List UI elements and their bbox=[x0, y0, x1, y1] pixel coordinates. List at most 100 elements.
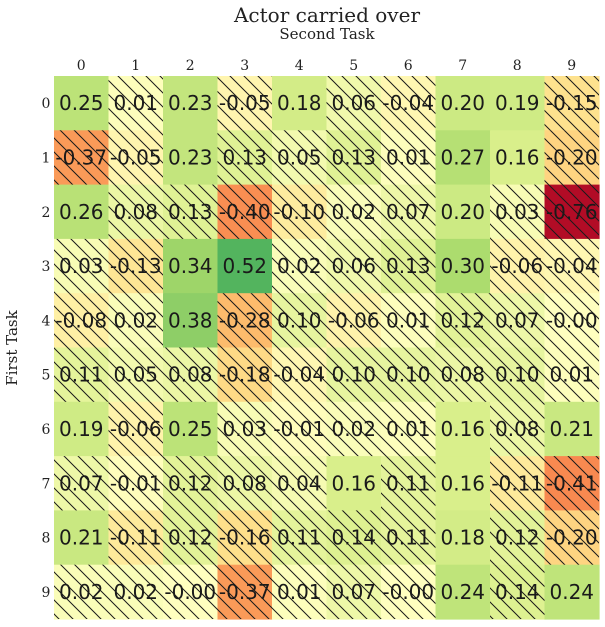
hatch-overlay bbox=[217, 130, 272, 185]
hatch-overlay bbox=[54, 347, 109, 402]
x-tick-label: 2 bbox=[186, 58, 195, 74]
hatch-overlay bbox=[217, 184, 272, 239]
heatmap-cell bbox=[435, 238, 491, 294]
cell-value-label: -0.06 bbox=[328, 308, 380, 332]
cell-value-label: 0.06 bbox=[331, 254, 376, 278]
cell-value-label: -0.00 bbox=[164, 580, 216, 604]
y-tick-label: 0 bbox=[42, 96, 51, 112]
hatch-overlay bbox=[326, 510, 381, 565]
heatmap-cell bbox=[435, 564, 491, 620]
cell-value-label: -0.18 bbox=[219, 363, 271, 387]
cell-value-label: 0.13 bbox=[222, 145, 267, 169]
cell-value-label: 0.13 bbox=[331, 145, 376, 169]
hatch-overlay bbox=[544, 293, 599, 348]
hatch-overlay bbox=[490, 456, 545, 511]
cell-value-label: -0.20 bbox=[546, 145, 598, 169]
hatch-overlay bbox=[54, 130, 109, 185]
heatmap-cell bbox=[272, 76, 328, 131]
cell-value-label: 0.11 bbox=[386, 471, 431, 495]
cell-value-label: 0.07 bbox=[331, 580, 376, 604]
y-tick-label: 5 bbox=[42, 368, 51, 384]
cell-value-label: 0.02 bbox=[113, 308, 158, 332]
hatch-overlay bbox=[217, 456, 272, 511]
x-tick-label: 1 bbox=[131, 58, 140, 74]
cell-value-label: 0.02 bbox=[113, 580, 158, 604]
hatch-overlay bbox=[163, 456, 218, 511]
cell-value-label: -0.00 bbox=[382, 580, 434, 604]
hatch-overlay bbox=[544, 184, 599, 239]
cell-value-label: -0.01 bbox=[273, 417, 325, 441]
hatch-overlay bbox=[544, 456, 599, 511]
cell-value-label: 0.11 bbox=[386, 526, 431, 550]
cell-value-label: 0.20 bbox=[440, 200, 485, 224]
cell-value-label: -0.37 bbox=[219, 580, 271, 604]
y-axis-label: First Task bbox=[3, 309, 21, 385]
hatch-overlay bbox=[272, 347, 327, 402]
hatch-overlay bbox=[381, 347, 436, 402]
hatch-overlay bbox=[108, 184, 163, 239]
hatch-overlay bbox=[163, 564, 218, 619]
heatmap-cell bbox=[163, 293, 219, 349]
cell-value-label: 0.01 bbox=[549, 363, 594, 387]
hatch-overlay bbox=[326, 347, 381, 402]
cell-value-label: 0.02 bbox=[59, 580, 104, 604]
x-tick-label: 3 bbox=[240, 58, 249, 74]
cell-value-label: -0.41 bbox=[546, 471, 598, 495]
cell-value-label: -0.08 bbox=[55, 308, 107, 332]
hatch-overlay bbox=[54, 238, 109, 294]
hatch-overlay bbox=[544, 238, 599, 294]
hatch-overlay bbox=[326, 401, 381, 457]
cell-value-label: 0.05 bbox=[113, 363, 158, 387]
heatmap-cell bbox=[435, 184, 491, 240]
hatch-overlay bbox=[490, 293, 545, 348]
heatmap-cell bbox=[544, 564, 600, 620]
hatch-overlay bbox=[108, 564, 163, 619]
hatch-overlay bbox=[490, 510, 545, 565]
cell-value-label: 0.06 bbox=[331, 91, 376, 115]
cell-value-label: 0.10 bbox=[277, 308, 322, 332]
cell-value-label: 0.12 bbox=[168, 471, 213, 495]
heatmap-cell bbox=[217, 238, 273, 294]
cell-value-label: 0.04 bbox=[277, 471, 322, 495]
hatch-overlay bbox=[490, 564, 545, 619]
heatmap-cell bbox=[326, 456, 382, 511]
cell-value-label: 0.03 bbox=[222, 417, 267, 441]
hatch-overlay bbox=[326, 184, 381, 239]
cell-value-label: -0.28 bbox=[219, 308, 271, 332]
hatch-overlay bbox=[272, 238, 327, 294]
cell-value-label: 0.19 bbox=[495, 91, 540, 115]
hatch-overlay bbox=[217, 347, 272, 402]
y-tick-label: 4 bbox=[42, 313, 51, 329]
hatch-overlay bbox=[272, 130, 327, 185]
cell-value-label: 0.11 bbox=[59, 363, 104, 387]
heatmap-cell bbox=[490, 76, 546, 131]
cell-value-label: -0.40 bbox=[219, 200, 271, 224]
cell-value-label: 0.07 bbox=[495, 308, 540, 332]
y-tick-label: 7 bbox=[42, 476, 51, 492]
cell-value-label: -0.11 bbox=[491, 471, 543, 495]
cell-value-label: -0.11 bbox=[110, 526, 162, 550]
hatch-overlay bbox=[490, 238, 545, 294]
hatch-overlay bbox=[326, 238, 381, 294]
cell-value-label: 0.14 bbox=[331, 526, 376, 550]
hatch-overlay bbox=[381, 130, 436, 185]
hatch-overlay bbox=[163, 184, 218, 239]
hatch-overlay bbox=[217, 76, 272, 131]
x-tick-label: 7 bbox=[458, 58, 467, 74]
cell-value-label: -0.76 bbox=[546, 200, 598, 224]
cell-value-label: 0.52 bbox=[222, 254, 267, 278]
cell-value-label: 0.24 bbox=[549, 580, 594, 604]
cell-value-label: 0.16 bbox=[440, 471, 485, 495]
hatch-overlay bbox=[381, 293, 436, 348]
cell-value-label: 0.25 bbox=[168, 417, 213, 441]
cell-value-label: 0.01 bbox=[386, 417, 431, 441]
hatch-overlay bbox=[272, 401, 327, 457]
cell-value-label: 0.21 bbox=[59, 526, 104, 550]
cell-value-label: -0.16 bbox=[219, 526, 271, 550]
cell-value-label: -0.06 bbox=[491, 254, 543, 278]
y-tick-labels: 0 1 2 3 4 5 6 7 8 9 bbox=[42, 96, 51, 601]
cell-value-label: 0.24 bbox=[440, 580, 485, 604]
hatch-overlay bbox=[544, 76, 599, 131]
cell-value-label: 0.05 bbox=[277, 145, 322, 169]
